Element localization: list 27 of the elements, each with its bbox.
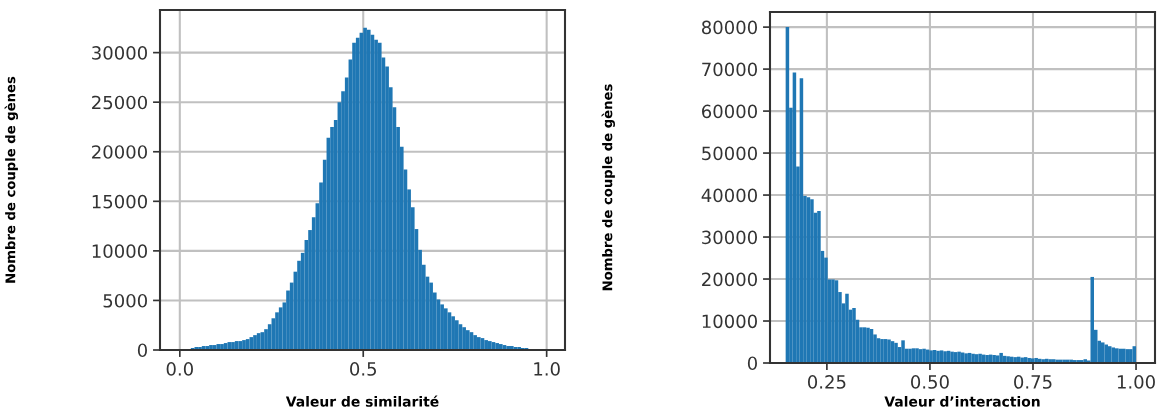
y-tick-label: 20000: [702, 272, 757, 287]
x-tick-label: 1.0: [534, 362, 560, 376]
y-tick-label: 20000: [92, 145, 147, 159]
y-tick-label: 0: [747, 356, 757, 371]
x-axis-title: Valeur de similarité: [285, 395, 439, 407]
x-tick-label: 0.75: [1014, 375, 1052, 389]
y-tick-label: 10000: [92, 244, 147, 258]
y-tick-label: 80000: [701, 20, 757, 35]
y-axis-title: Nombre de couple de gènes: [601, 84, 615, 291]
y-tick-label: 30000: [92, 46, 147, 60]
y-tick-label: 30000: [702, 230, 757, 245]
x-tick-label: 0.50: [911, 375, 949, 389]
y-tick-label: 40000: [701, 188, 757, 203]
y-tick-label: 60000: [702, 104, 757, 119]
x-tick-label: 0.25: [807, 375, 846, 389]
y-tick-label: 25000: [92, 95, 147, 110]
x-axis-title: Valeur d’interaction: [884, 396, 1040, 407]
y-tick-label: 50000: [702, 146, 757, 161]
y-tick-label: 70000: [702, 62, 757, 77]
y-tick-label: 0: [137, 343, 147, 358]
x-tick-label: 1.00: [1117, 375, 1155, 389]
x-tick-label: 0.5: [350, 362, 377, 376]
y-tick-label: 10000: [702, 314, 757, 329]
y-tick-label: 15000: [92, 194, 147, 209]
x-tick-label: 0.0: [166, 362, 193, 376]
y-tick-label: 5000: [103, 293, 147, 308]
y-axis-title: Nombre de couple de gènes: [4, 76, 18, 283]
